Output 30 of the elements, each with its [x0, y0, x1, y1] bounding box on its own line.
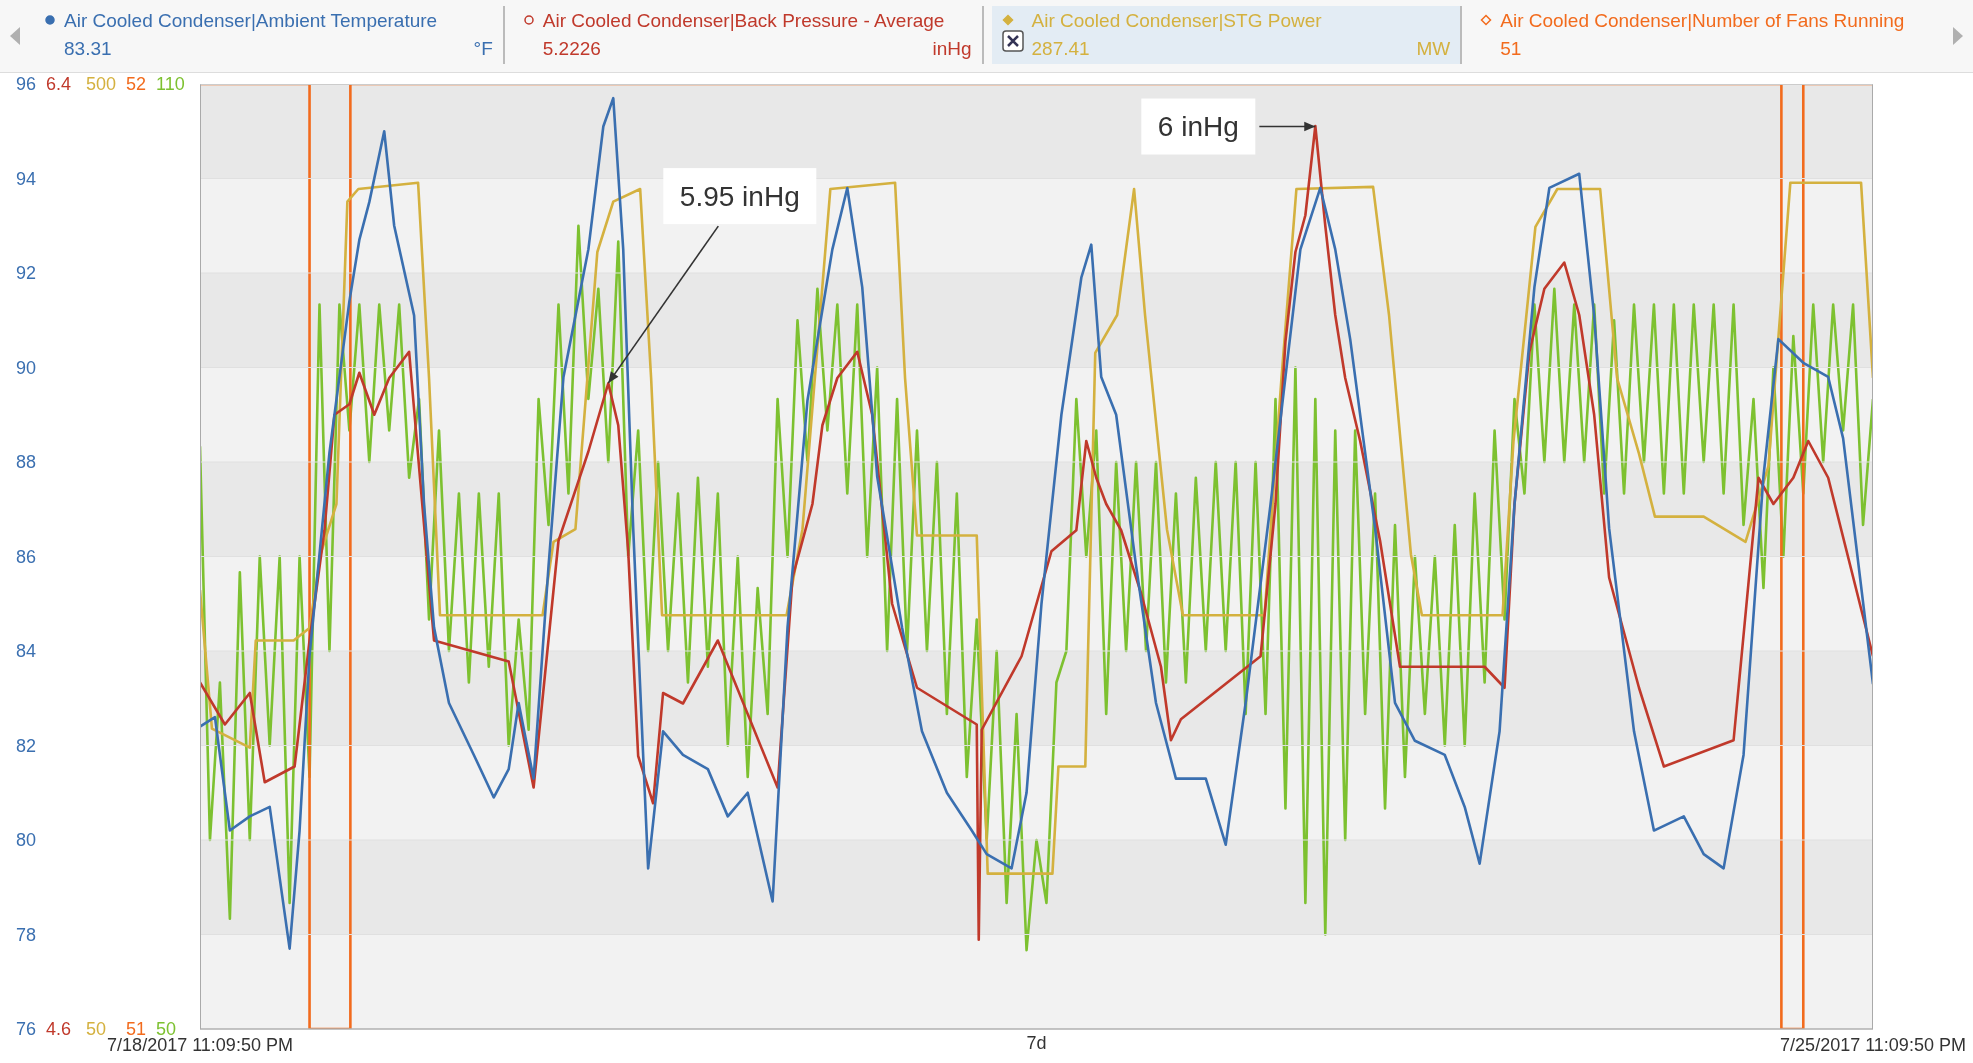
annotation: 6 inHg	[1157, 111, 1239, 143]
legend-label: Air Cooled Condenser|STG Power	[1031, 10, 1323, 32]
x-tick-label: 7/25/2017 11:09:50 PM	[1780, 1035, 1966, 1055]
legend-label: Air Cooled Condenser|Back Pressure - Average	[542, 10, 946, 32]
legend-label: Air Cooled Condenser|Number of Fans Running	[1500, 10, 1906, 32]
text: 83.31 °F	[64, 38, 493, 59]
y-tick-label: 94	[16, 168, 37, 189]
y-tick-label: 84	[16, 641, 37, 661]
text: 5.2226 inHg	[542, 38, 972, 59]
text: 51	[1500, 38, 1522, 60]
annotation: 5.95 inHg	[679, 180, 800, 212]
x-axis-title: 7d	[1026, 1033, 1047, 1053]
text: 287.41 MW	[1031, 38, 1451, 59]
y3-tick-label: 500	[86, 74, 117, 94]
y-tick-label: 86	[16, 546, 37, 567]
y-tick-label: 76	[16, 1019, 37, 1039]
legend-label: Air Cooled Condenser|Ambient Temperature	[64, 10, 439, 32]
y2-tick-label: 4.6	[46, 1019, 72, 1039]
y-tick-label: 82	[16, 735, 37, 756]
y-tick-label: 92	[16, 263, 37, 283]
line-series	[200, 181, 1873, 875]
y2-tick-label: 6.4	[46, 74, 72, 94]
y-tick-label: 52	[126, 74, 147, 94]
y-tick-label: 96	[16, 74, 37, 94]
y3-tick-label: 50	[86, 1019, 107, 1039]
y-tick-label: 90	[16, 357, 37, 378]
y2-tick-label: 110	[156, 74, 185, 94]
y-tick-label: 78	[16, 924, 37, 945]
y-tick-label: 88	[16, 452, 37, 472]
y-tick-label: 80	[16, 830, 37, 850]
